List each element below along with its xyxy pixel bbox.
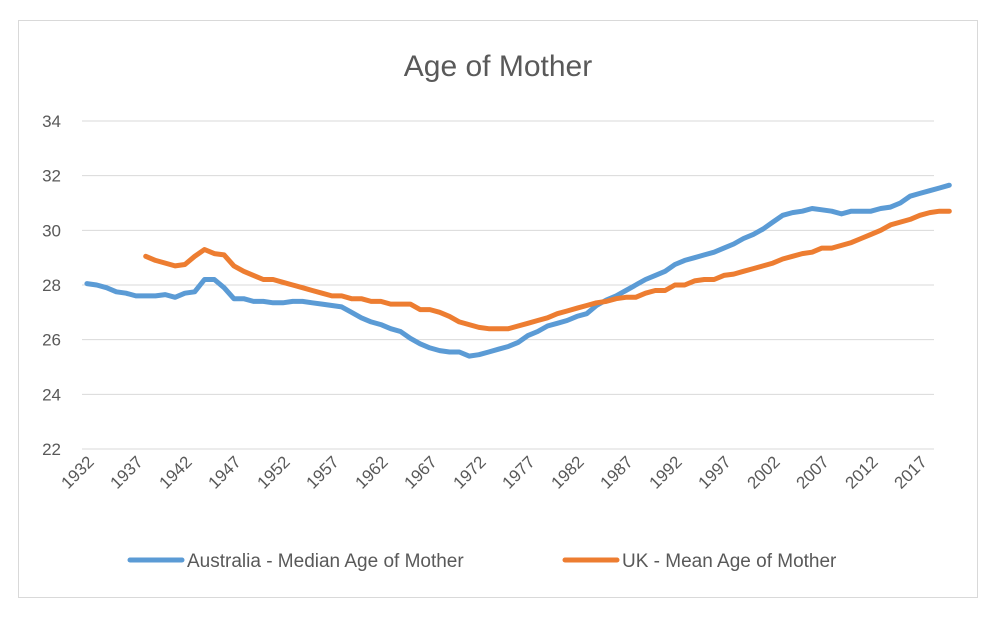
legend: Australia - Median Age of Mother UK - Mea… bbox=[127, 551, 837, 572]
x-tick-label-1932: 1932 bbox=[58, 452, 98, 492]
chart-title: Age of Mother bbox=[404, 50, 592, 83]
x-tick-label-1942: 1942 bbox=[156, 452, 196, 492]
x-tick-label-1997: 1997 bbox=[695, 452, 735, 492]
series-line-uk-mean bbox=[143, 208, 952, 332]
x-tick-label-1987: 1987 bbox=[597, 452, 637, 492]
y-tick-label-34: 34 bbox=[42, 112, 61, 131]
x-tick-label-1952: 1952 bbox=[254, 452, 294, 492]
y-tick-label-24: 24 bbox=[42, 385, 61, 404]
y-tick-label-22: 22 bbox=[42, 440, 61, 459]
series-line-australia-median bbox=[84, 182, 952, 359]
y-tick-label-32: 32 bbox=[42, 167, 61, 186]
x-tick-label-1947: 1947 bbox=[205, 452, 245, 492]
x-tick-label-2007: 2007 bbox=[793, 452, 833, 492]
gridlines bbox=[82, 120, 934, 450]
y-axis-tick-labels: 22 24 26 28 30 32 34 bbox=[42, 112, 61, 459]
x-axis-tick-labels: 1932 1937 1942 1947 1952 1957 1962 1967 1972 1977… bbox=[58, 452, 931, 492]
x-tick-label-1992: 1992 bbox=[646, 452, 686, 492]
y-tick-label-28: 28 bbox=[42, 276, 61, 295]
x-tick-label-1937: 1937 bbox=[107, 452, 147, 492]
x-tick-label-2012: 2012 bbox=[842, 452, 882, 492]
chart-frame bbox=[18, 20, 978, 598]
y-tick-label-26: 26 bbox=[42, 331, 61, 350]
x-tick-label-2002: 2002 bbox=[744, 452, 784, 492]
x-tick-label-1977: 1977 bbox=[499, 452, 539, 492]
x-tick-label-1957: 1957 bbox=[303, 452, 343, 492]
legend-label-australia-median: Australia - Median Age of Mother bbox=[187, 551, 464, 572]
legend-label-uk-mean: UK - Mean Age of Mother bbox=[622, 551, 837, 572]
x-tick-label-1972: 1972 bbox=[450, 452, 490, 492]
y-tick-label-30: 30 bbox=[42, 221, 61, 240]
x-tick-label-1967: 1967 bbox=[401, 452, 441, 492]
x-tick-label-1982: 1982 bbox=[548, 452, 588, 492]
x-tick-label-1962: 1962 bbox=[352, 452, 392, 492]
series-lines bbox=[84, 182, 952, 359]
x-tick-label-2017: 2017 bbox=[891, 452, 931, 492]
